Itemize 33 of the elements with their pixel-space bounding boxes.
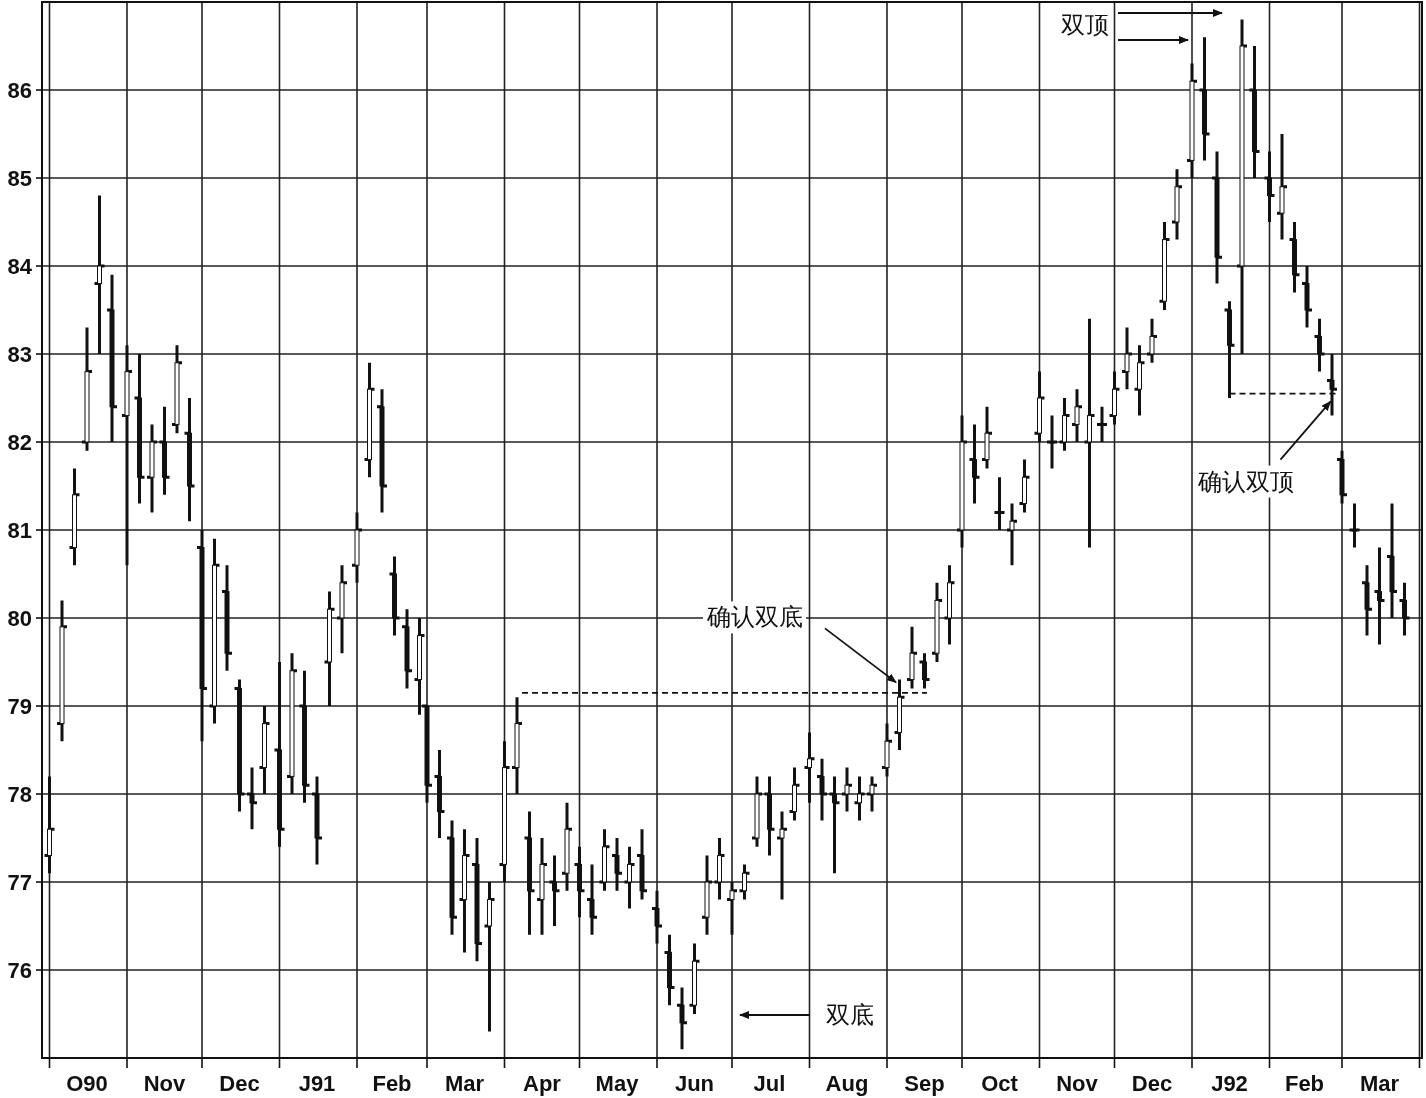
- y-tick-label: 84: [7, 253, 33, 279]
- y-tick-label: 78: [7, 781, 32, 807]
- y-tick-label: 85: [7, 165, 32, 191]
- x-tick-label: May: [595, 1070, 640, 1096]
- annotation: 双底: [826, 1001, 874, 1029]
- y-tick-label: 86: [7, 77, 32, 103]
- annotation: 双顶: [1061, 11, 1109, 39]
- x-tick-label: Dec: [1131, 1070, 1173, 1096]
- x-tick-label: Dec: [219, 1070, 260, 1096]
- annotation: 确认双底: [706, 603, 803, 632]
- x-tick-label: Feb: [372, 1070, 412, 1096]
- x-tick-label: Sep: [904, 1070, 945, 1096]
- x-tick-label: J91: [298, 1070, 336, 1096]
- x-tick-label: J92: [1211, 1070, 1248, 1096]
- x-tick-label: Mar: [1359, 1070, 1400, 1096]
- x-tick-label: O90: [66, 1070, 108, 1096]
- x-tick-label: Nov: [1056, 1070, 1099, 1096]
- x-tick-label: Jul: [753, 1070, 786, 1096]
- x-tick-label: Feb: [1284, 1070, 1325, 1096]
- x-tick-label: Oct: [981, 1070, 1019, 1096]
- y-tick-label: 76: [7, 957, 32, 983]
- x-tick-label: Mar: [444, 1070, 485, 1096]
- x-tick-label: Aug: [825, 1070, 869, 1096]
- y-tick-label: 82: [7, 429, 32, 455]
- y-tick-label: 77: [7, 869, 32, 895]
- y-tick-label: 80: [7, 605, 32, 631]
- y-tick-label: 79: [7, 693, 32, 719]
- y-tick-label: 81: [7, 517, 32, 543]
- x-tick-label: Apr: [523, 1070, 562, 1096]
- y-tick-label: 83: [7, 341, 32, 367]
- annotation: 确认双顶: [1196, 467, 1294, 496]
- x-tick-label: Nov: [143, 1070, 187, 1096]
- x-tick-label: Jun: [674, 1070, 715, 1096]
